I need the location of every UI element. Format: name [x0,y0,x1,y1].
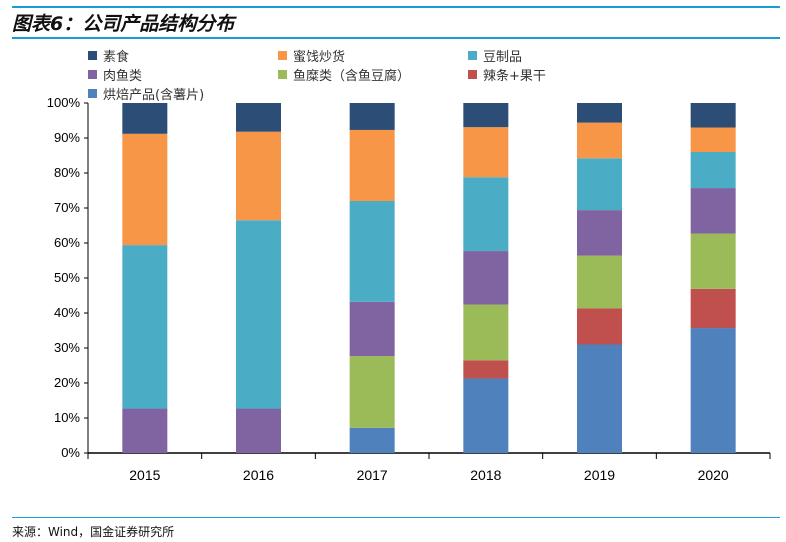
bar-segment-2017-5 [349,129,395,201]
bar-segment-2018-5 [463,127,509,178]
bar-segment-2020-2 [690,233,736,289]
bar-segment-2017-2 [349,356,395,428]
bar-segment-2018-2 [463,304,509,361]
legend-swatch [88,51,97,60]
bar-segment-2015-3 [122,408,168,453]
bar-segment-2019-3 [577,210,622,256]
bar-segment-2020-6 [690,103,736,128]
legend-swatch [88,70,97,79]
x-tick-label: 2019 [584,467,615,483]
bar-segment-2018-0 [463,378,509,453]
bar-segment-2019-4 [577,158,622,211]
legend-item: 烘焙产品(含薯片) [88,84,204,103]
source-note: 来源：Wind，国金证券研究所 [12,525,175,539]
bar-segment-2020-4 [690,152,736,189]
legend-item: 素食 [88,46,129,65]
bar-segment-2019-6 [577,103,622,123]
bar-segment-2020-5 [690,127,736,152]
y-tick-label: 70% [54,200,80,215]
bar-segment-2016-3 [236,408,281,453]
title-rule [12,37,780,39]
x-tick-label: 2017 [357,467,388,483]
bar-segment-2015-5 [122,133,168,246]
bar-segment-2019-5 [577,122,622,159]
bar-segment-2018-4 [463,177,509,252]
bar-segment-2020-3 [690,188,736,234]
legend-swatch [468,70,477,79]
chart-title: 图表6：公司产品结构分布 [12,13,235,35]
legend-label: 豆制品 [483,50,523,65]
legend-label: 辣条+果干 [483,69,546,84]
bar-segment-2018-1 [463,360,509,379]
legend-swatch [88,89,97,98]
bar-segment-2018-6 [463,103,509,128]
bar-segment-2018-3 [463,251,509,305]
y-tick-label: 0% [61,445,80,460]
bar-segment-2016-6 [236,103,281,132]
y-tick-label: 50% [54,270,80,285]
legend-label: 烘焙产品(含薯片) [103,88,205,103]
legend-label: 素食 [103,50,130,65]
y-tick-label: 10% [54,410,80,425]
y-tick-label: 100% [47,95,81,110]
legend-label: 蜜饯炒货 [293,50,346,65]
bar-segment-2017-6 [349,103,395,130]
bar-segment-2017-3 [349,301,395,357]
bar-segment-2019-0 [577,344,622,453]
bar-segment-2017-4 [349,201,395,302]
y-tick-label: 20% [54,375,80,390]
bar-segment-2016-4 [236,220,281,409]
y-tick-label: 30% [54,340,80,355]
legend-item: 鱼糜类（含鱼豆腐） [278,65,410,84]
bar-segment-2016-5 [236,131,281,221]
y-tick-label: 90% [54,130,80,145]
x-tick-label: 2020 [698,467,729,483]
y-tick-label: 40% [54,305,80,320]
x-tick-label: 2018 [470,467,501,483]
legend-swatch [468,51,477,60]
top-rule [12,6,780,8]
legend-label: 肉鱼类 [103,69,143,84]
y-tick-label: 60% [54,235,80,250]
legend-item: 肉鱼类 [88,65,142,84]
x-tick-label: 2015 [129,467,160,483]
bar-segment-2017-0 [349,427,395,453]
bar-segment-2015-4 [122,245,168,409]
legend-item: 豆制品 [468,46,522,65]
bar-segment-2019-1 [577,308,622,345]
bar-segment-2015-6 [122,103,168,134]
bar-segment-2020-0 [690,328,736,453]
legend-label: 鱼糜类（含鱼豆腐） [293,69,411,84]
legend-swatch [278,51,287,60]
bar-segment-2019-2 [577,255,622,309]
legend-swatch [278,70,287,79]
y-tick-label: 80% [54,165,80,180]
bar-segment-2020-1 [690,288,736,329]
legend-item: 蜜饯炒货 [278,46,345,65]
legend-item: 辣条+果干 [468,65,546,84]
x-tick-label: 2016 [243,467,274,483]
bottom-rule [12,517,780,518]
